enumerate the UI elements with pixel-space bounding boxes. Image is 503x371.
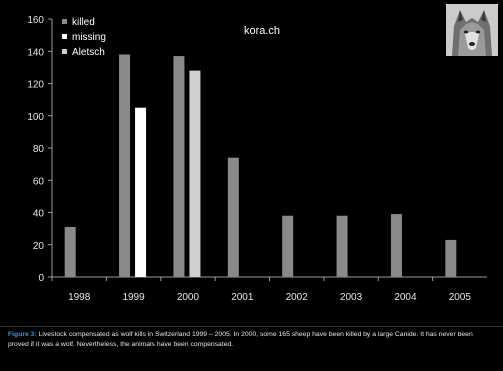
bar-killed-2004 [390, 214, 402, 277]
y-tick-label: 0 [38, 273, 44, 284]
y-tick-label: 40 [33, 209, 45, 220]
bar-missing-1999 [135, 107, 147, 277]
y-tick-label: 120 [27, 80, 44, 91]
bar-killed-2003 [336, 215, 348, 277]
y-tick-label: 80 [33, 144, 45, 155]
x-tick-label: 1999 [122, 292, 145, 303]
bar-killed-2002 [282, 215, 294, 277]
x-tick-label: 2002 [286, 292, 309, 303]
legend-swatch-missing [62, 34, 67, 39]
chart-title: kora.ch [244, 25, 280, 37]
axes: 0 20 40 60 80 100 120 140 160 1998 1999 2000 2001 200… [27, 15, 487, 303]
legend-swatch-killed [62, 19, 67, 24]
chart-panel: 0 20 40 60 80 100 120 140 160 1998 1999 2000 2001 200… [0, 0, 503, 326]
bar-chart: 0 20 40 60 80 100 120 140 160 1998 1999 2000 2001 200… [27, 15, 487, 303]
caption-text: Livestock compensated as wolf kills in S… [8, 331, 473, 348]
legend-swatch-aletsch [62, 49, 67, 54]
legend-label-aletsch: Aletsch [72, 47, 105, 58]
x-tick-label: 2005 [449, 292, 472, 303]
x-tick-label: 2003 [340, 292, 363, 303]
legend-label-killed: killed [72, 17, 95, 28]
y-tick-label: 140 [27, 47, 44, 58]
bar-killed-2000 [173, 56, 185, 278]
x-tick-label: 2004 [394, 292, 417, 303]
caption-label: Figure 3: [8, 331, 37, 338]
bars [64, 54, 457, 278]
x-tick-label: 2001 [231, 292, 254, 303]
x-tick-label: 1998 [68, 292, 91, 303]
bar-killed-2005 [445, 239, 457, 277]
wolf-photo-icon [446, 4, 498, 56]
x-tick-label: 2000 [177, 292, 200, 303]
legend-label-missing: missing [72, 32, 106, 43]
y-tick-label: 60 [33, 176, 45, 187]
y-tick-label: 20 [33, 241, 45, 252]
y-tick-label: 160 [27, 15, 44, 26]
y-tick-label: 100 [27, 112, 44, 123]
bar-killed-2001 [227, 157, 239, 277]
bar-aletsch-2000 [189, 70, 201, 277]
bar-killed-1998 [64, 227, 76, 277]
legend: killed missing Aletsch [62, 17, 106, 58]
figure-caption: Figure 3: Livestock compensated as wolf … [0, 326, 503, 371]
bar-killed-1999 [119, 54, 131, 277]
